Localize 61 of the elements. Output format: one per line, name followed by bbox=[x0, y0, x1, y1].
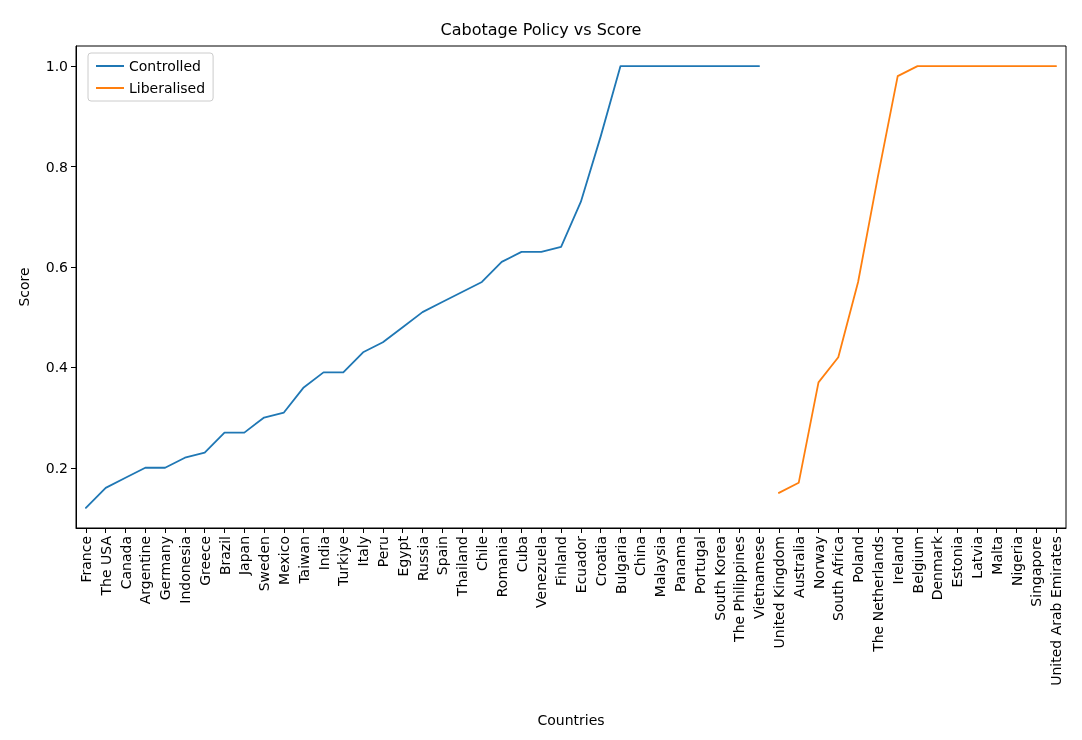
legend-label: Liberalised bbox=[129, 80, 206, 96]
x-tick-label: China bbox=[632, 536, 649, 576]
y-tick-label: 0.2 bbox=[45, 459, 68, 476]
x-tick-label: Greece bbox=[196, 536, 213, 586]
x-tick-label: Romania bbox=[493, 536, 510, 598]
x-tick-label: Ecuador bbox=[572, 535, 589, 594]
x-tick-label: Japan bbox=[236, 536, 253, 577]
x-tick-label: United Kingdom bbox=[770, 536, 787, 649]
x-tick-label: Ireland bbox=[889, 536, 906, 585]
x-tick-label: Mexico bbox=[275, 536, 292, 585]
y-axis-title: Score bbox=[16, 267, 32, 307]
x-tick-label: Canada bbox=[117, 536, 134, 590]
x-tick-label: Taiwan bbox=[295, 536, 312, 585]
x-tick-label: Denmark bbox=[929, 535, 946, 601]
x-tick-label: Finland bbox=[553, 536, 570, 587]
x-tick-label: Sweden bbox=[256, 536, 273, 592]
x-tick-label: Italy bbox=[355, 536, 372, 567]
x-tick-label: Argentine bbox=[137, 536, 154, 605]
x-tick-label: Malaysia bbox=[652, 536, 669, 598]
x-tick-label: South Korea bbox=[711, 536, 728, 621]
x-tick-label: The USA bbox=[97, 535, 114, 597]
x-tick-label: Turkiye bbox=[335, 536, 352, 587]
x-tick-label: United Arab Emirates bbox=[1048, 536, 1065, 686]
x-tick-label: Thailand bbox=[454, 536, 471, 598]
x-tick-label: Vietnamese bbox=[751, 536, 768, 619]
y-tick-label: 0.4 bbox=[45, 359, 69, 376]
x-tick-label: South Africa bbox=[830, 536, 847, 622]
x-tick-label: The Netherlands bbox=[869, 536, 886, 653]
x-tick-label: France bbox=[77, 536, 94, 583]
x-tick-label: Poland bbox=[850, 536, 867, 583]
x-tick-label: Norway bbox=[810, 536, 827, 590]
x-tick-label: Portugal bbox=[691, 536, 708, 594]
x-tick-label: Malta bbox=[988, 536, 1005, 575]
x-tick-label: Belgium bbox=[909, 536, 926, 594]
x-tick-label: Bulgaria bbox=[612, 536, 629, 595]
x-tick-label: Peru bbox=[374, 536, 391, 568]
x-tick-label: Singapore bbox=[1028, 536, 1045, 607]
x-tick-label: Indonesia bbox=[176, 536, 193, 604]
x-tick-label: Germany bbox=[157, 536, 174, 601]
x-tick-label: Panama bbox=[671, 536, 688, 593]
y-tick-label: 0.6 bbox=[45, 258, 69, 275]
y-tick-label: 1.0 bbox=[45, 58, 68, 75]
x-tick-label: Estonia bbox=[949, 536, 966, 588]
x-tick-label: The Philippines bbox=[731, 536, 748, 643]
x-tick-label: Brazil bbox=[216, 536, 233, 576]
x-tick-label: Chile bbox=[473, 536, 490, 572]
line-series bbox=[778, 65, 1057, 494]
chart-title: Cabotage Policy vs Score bbox=[440, 19, 642, 39]
x-tick-label: Russia bbox=[414, 536, 431, 582]
x-tick-label: Croatia bbox=[592, 536, 609, 587]
x-tick-label: India bbox=[315, 536, 332, 571]
x-tick-label: Nigeria bbox=[1008, 536, 1025, 587]
x-tick-label: Cuba bbox=[513, 536, 530, 573]
x-tick-label: Australia bbox=[790, 536, 807, 598]
x-tick-label: Egypt bbox=[394, 535, 411, 577]
x-tick-label: Venezuela bbox=[533, 536, 550, 608]
x-tick-label: Latvia bbox=[968, 536, 985, 579]
legend-label: Controlled bbox=[129, 58, 201, 74]
x-axis-title: Countries bbox=[537, 712, 605, 728]
y-tick-label: 0.8 bbox=[45, 158, 68, 175]
x-tick-label: Spain bbox=[434, 536, 451, 576]
